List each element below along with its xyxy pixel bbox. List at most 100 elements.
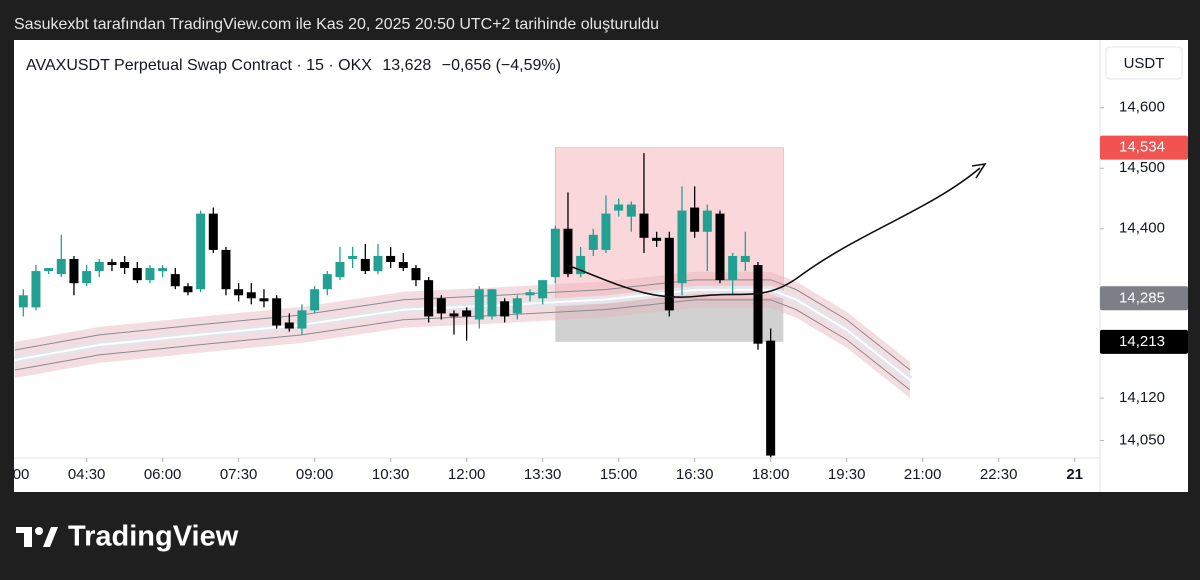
symbol: AVAXUSDT Perpetual Swap Contract · 15 · … bbox=[26, 57, 372, 74]
x-tick-label: 21:00 bbox=[904, 466, 942, 483]
price-tag bbox=[1100, 135, 1188, 160]
unit: USDT bbox=[1124, 55, 1165, 72]
candle-body bbox=[18, 295, 28, 308]
candle-body bbox=[360, 258, 370, 272]
ribbon-center bbox=[14, 288, 911, 381]
candle-body bbox=[132, 268, 142, 281]
candle-body bbox=[44, 268, 54, 272]
candle-body bbox=[297, 310, 307, 329]
price-tag-label: 14,534 bbox=[1119, 139, 1165, 156]
candle-body bbox=[94, 262, 104, 272]
y-tick-label: 14,500 bbox=[1119, 159, 1165, 176]
ribbon-band bbox=[14, 271, 910, 398]
candle-body bbox=[221, 249, 231, 290]
x-tick-label: 07:30 bbox=[220, 466, 258, 483]
x-tick-label: 18:00 bbox=[752, 466, 790, 483]
candle-body bbox=[107, 262, 117, 266]
candle-body bbox=[373, 255, 383, 272]
candle-body bbox=[487, 289, 497, 317]
plot bbox=[14, 147, 913, 458]
candle-body bbox=[728, 255, 738, 281]
candle-body bbox=[145, 268, 155, 281]
candle-body bbox=[411, 268, 421, 281]
candle-body bbox=[170, 274, 180, 287]
x-tick-label: 06:00 bbox=[144, 466, 182, 483]
candle-body bbox=[56, 258, 66, 275]
candle-body bbox=[335, 262, 345, 278]
arrow-head bbox=[971, 162, 987, 179]
price-tag bbox=[1100, 286, 1188, 311]
change: −0,656 (−4,59%) bbox=[442, 57, 561, 74]
logo-text: TradingView bbox=[68, 521, 239, 553]
candle-body bbox=[626, 204, 636, 217]
candle-body bbox=[272, 298, 282, 326]
candle-body bbox=[348, 255, 358, 259]
ribbon-upper bbox=[14, 279, 911, 371]
chart-title: AVAXUSDT Perpetual Swap Contract · 15 · … bbox=[26, 57, 561, 74]
candle-body bbox=[208, 213, 218, 250]
x-tick-label: 16:30 bbox=[676, 466, 714, 483]
candle-body bbox=[436, 298, 446, 314]
candle-body bbox=[753, 265, 763, 344]
candle-body bbox=[652, 237, 662, 241]
candle-body bbox=[310, 289, 320, 311]
candle-body bbox=[69, 258, 79, 284]
y-tick-label: 14,400 bbox=[1119, 220, 1165, 237]
candle-body bbox=[386, 255, 396, 263]
candle-body bbox=[500, 301, 510, 317]
logo-part bbox=[43, 527, 58, 547]
candle-body bbox=[82, 271, 92, 284]
x-tick-label: 22:30 bbox=[980, 466, 1018, 483]
candle-body bbox=[462, 310, 472, 317]
ribbon-lower bbox=[14, 299, 911, 391]
candle-body bbox=[31, 271, 41, 308]
x-tick-label: 21 bbox=[1066, 466, 1083, 483]
y-tick-label: 14,120 bbox=[1119, 389, 1165, 406]
candle-body bbox=[550, 228, 560, 278]
price-tag-label: 14,285 bbox=[1119, 289, 1165, 306]
candle-body bbox=[702, 210, 712, 232]
candle-body bbox=[158, 268, 168, 272]
x-tick-label: 15:00 bbox=[600, 466, 638, 483]
candle-body bbox=[601, 213, 611, 250]
candle-body bbox=[398, 262, 408, 269]
candle-body bbox=[284, 322, 294, 329]
x-axis: 03:00 04:30 06:00 07:30 09:00 10:30 12:00 13:30… bbox=[0, 458, 1083, 483]
candle-body bbox=[677, 210, 687, 284]
candle-body bbox=[259, 298, 269, 302]
candle-body bbox=[614, 204, 624, 211]
x-tick-label: 09:00 bbox=[296, 466, 334, 483]
candle-body bbox=[512, 298, 522, 314]
candle-body bbox=[474, 289, 484, 320]
x-tick-label: 03:00 bbox=[0, 466, 29, 483]
candle-body bbox=[538, 280, 548, 299]
logo-icon bbox=[16, 527, 58, 547]
x-tick-label: 19:30 bbox=[828, 466, 866, 483]
drawn-arrow bbox=[566, 167, 981, 298]
candle-body bbox=[576, 255, 586, 275]
price-tag bbox=[1100, 329, 1188, 354]
candle-body bbox=[246, 292, 256, 299]
candle-body bbox=[183, 286, 193, 293]
logo-part bbox=[24, 527, 32, 547]
candle-body bbox=[563, 228, 573, 275]
candle-body bbox=[196, 213, 206, 290]
candle-body bbox=[664, 237, 674, 311]
candle-body bbox=[424, 280, 434, 317]
x-tick-label: 04:30 bbox=[68, 466, 106, 483]
candle-body bbox=[740, 255, 750, 263]
candle-body bbox=[234, 289, 244, 296]
candle-body bbox=[588, 234, 598, 250]
header: Sasukexbt tarafından TradingView.com ile… bbox=[14, 16, 659, 33]
candle-body bbox=[690, 207, 700, 232]
candle-body bbox=[715, 213, 725, 281]
price-tag-label: 14,213 bbox=[1119, 333, 1165, 350]
last-price: 13,628 bbox=[382, 57, 431, 74]
logo-part bbox=[35, 527, 43, 535]
candle-body bbox=[120, 262, 130, 269]
candle-body bbox=[639, 213, 649, 238]
unit-box[interactable] bbox=[1105, 46, 1183, 80]
x-tick-label: 13:30 bbox=[524, 466, 562, 483]
candle-body bbox=[525, 292, 535, 296]
